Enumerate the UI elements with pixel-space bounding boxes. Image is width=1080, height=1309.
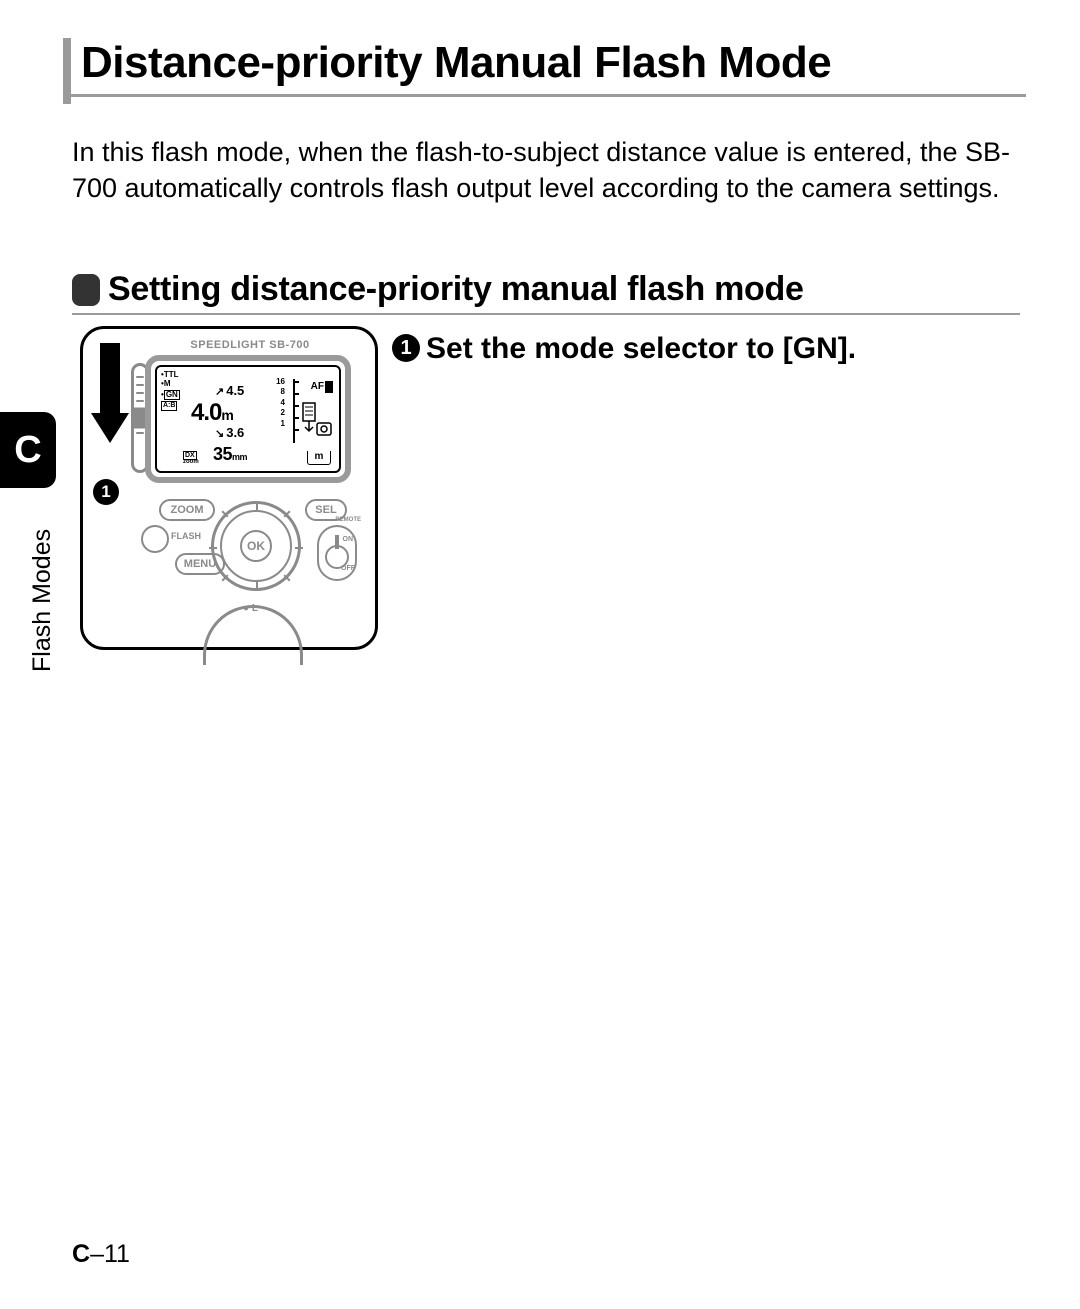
on-label: ON	[343, 536, 354, 543]
tick-icon	[293, 405, 299, 407]
page-prefix: C	[72, 1240, 90, 1268]
ridge-icon	[221, 574, 228, 581]
ridge-icon	[209, 547, 217, 549]
af-badge: AF	[311, 381, 333, 393]
ridge-icon	[283, 574, 290, 581]
zoom-label: zoom	[183, 460, 199, 465]
distance-main: 4.0m	[191, 399, 233, 427]
content-row: 1 SPEEDLIGHT SB-700 •TTL •M •GN A:B 4.5 …	[80, 326, 1020, 650]
device-model-label: SPEEDLIGHT SB-700	[133, 339, 367, 351]
section-header: Setting distance-priority manual flash m…	[72, 270, 1020, 315]
tick-icon	[293, 417, 299, 419]
chapter-tab: C	[0, 412, 56, 488]
exposure-comp-icon	[301, 401, 333, 445]
flash-button-icon	[141, 525, 169, 553]
mount-arc-icon	[203, 605, 303, 665]
page-title-wrap: Distance-priority Manual Flash Mode	[63, 38, 1026, 97]
zoom-value: 35mm	[213, 444, 247, 465]
flash-label: FLASH	[171, 531, 201, 541]
page-number: C–11	[72, 1240, 130, 1269]
ridge-icon	[256, 582, 258, 590]
distance-upper: 4.5	[215, 383, 244, 398]
ridge-icon	[295, 547, 303, 549]
scale-val: 2	[276, 408, 285, 418]
intro-paragraph: In this flash mode, when the flash-to-su…	[72, 134, 1020, 207]
mode-gn-label: GN	[164, 390, 180, 401]
lcd-frame: •TTL •M •GN A:B 4.5 4.0m 3.6 DX zoom	[145, 355, 351, 483]
scale-val: 16	[276, 377, 285, 387]
step-1: 1 Set the mode selector to [GN].	[392, 326, 1020, 368]
scale-val: 1	[276, 419, 285, 429]
mode-m-label: M	[164, 379, 171, 388]
scale-val: 8	[276, 387, 285, 397]
lcd-screen: •TTL •M •GN A:B 4.5 4.0m 3.6 DX zoom	[155, 365, 341, 473]
zoom-unit: mm	[232, 452, 247, 462]
tick-icon	[293, 429, 299, 431]
lcd-mode-list: •TTL •M •GN A:B	[161, 371, 180, 411]
ridge-icon	[283, 510, 290, 517]
distance-unit: m	[221, 407, 232, 423]
tick-icon	[293, 393, 299, 395]
step-number-badge: 1	[392, 334, 420, 362]
off-label: OFF	[341, 565, 355, 572]
step-instruction: Set the mode selector to [GN].	[426, 330, 856, 368]
zoom-number: 35	[213, 444, 232, 464]
zoom-dx-block: DX zoom	[183, 449, 199, 465]
power-switch	[317, 525, 357, 581]
mode-ab-label: A:B	[161, 401, 177, 411]
distance-value: 4.0	[191, 399, 221, 426]
page-title: Distance-priority Manual Flash Mode	[63, 38, 1026, 88]
scale-val: 4	[276, 398, 285, 408]
scale-values: 16 8 4 2 1	[276, 377, 285, 429]
page-num: –11	[90, 1240, 130, 1268]
device-diagram: 1 SPEEDLIGHT SB-700 •TTL •M •GN A:B 4.5 …	[80, 326, 378, 650]
section-title: Setting distance-priority manual flash m…	[108, 270, 804, 309]
distance-lower: 3.6	[215, 425, 244, 440]
remote-label: REMOTE	[335, 517, 361, 523]
mode-ttl-label: TTL	[164, 370, 179, 379]
scale-bar-icon	[293, 379, 295, 443]
device-controls: ZOOM SEL MENU FLASH OK	[133, 491, 367, 625]
selector-dial: OK	[211, 501, 301, 591]
section-bullet-icon	[72, 274, 100, 306]
down-arrow-icon	[91, 343, 129, 453]
ridge-icon	[221, 510, 228, 517]
device-body: SPEEDLIGHT SB-700 •TTL •M •GN A:B 4.5 4.…	[133, 337, 367, 633]
tick-icon	[293, 381, 299, 383]
m-unit-badge: m	[307, 451, 331, 465]
ridge-icon	[256, 502, 258, 510]
ok-button: OK	[240, 530, 272, 562]
callout-number-1: 1	[93, 479, 119, 505]
zoom-button: ZOOM	[159, 499, 215, 521]
chapter-label: Flash Modes	[28, 529, 57, 672]
